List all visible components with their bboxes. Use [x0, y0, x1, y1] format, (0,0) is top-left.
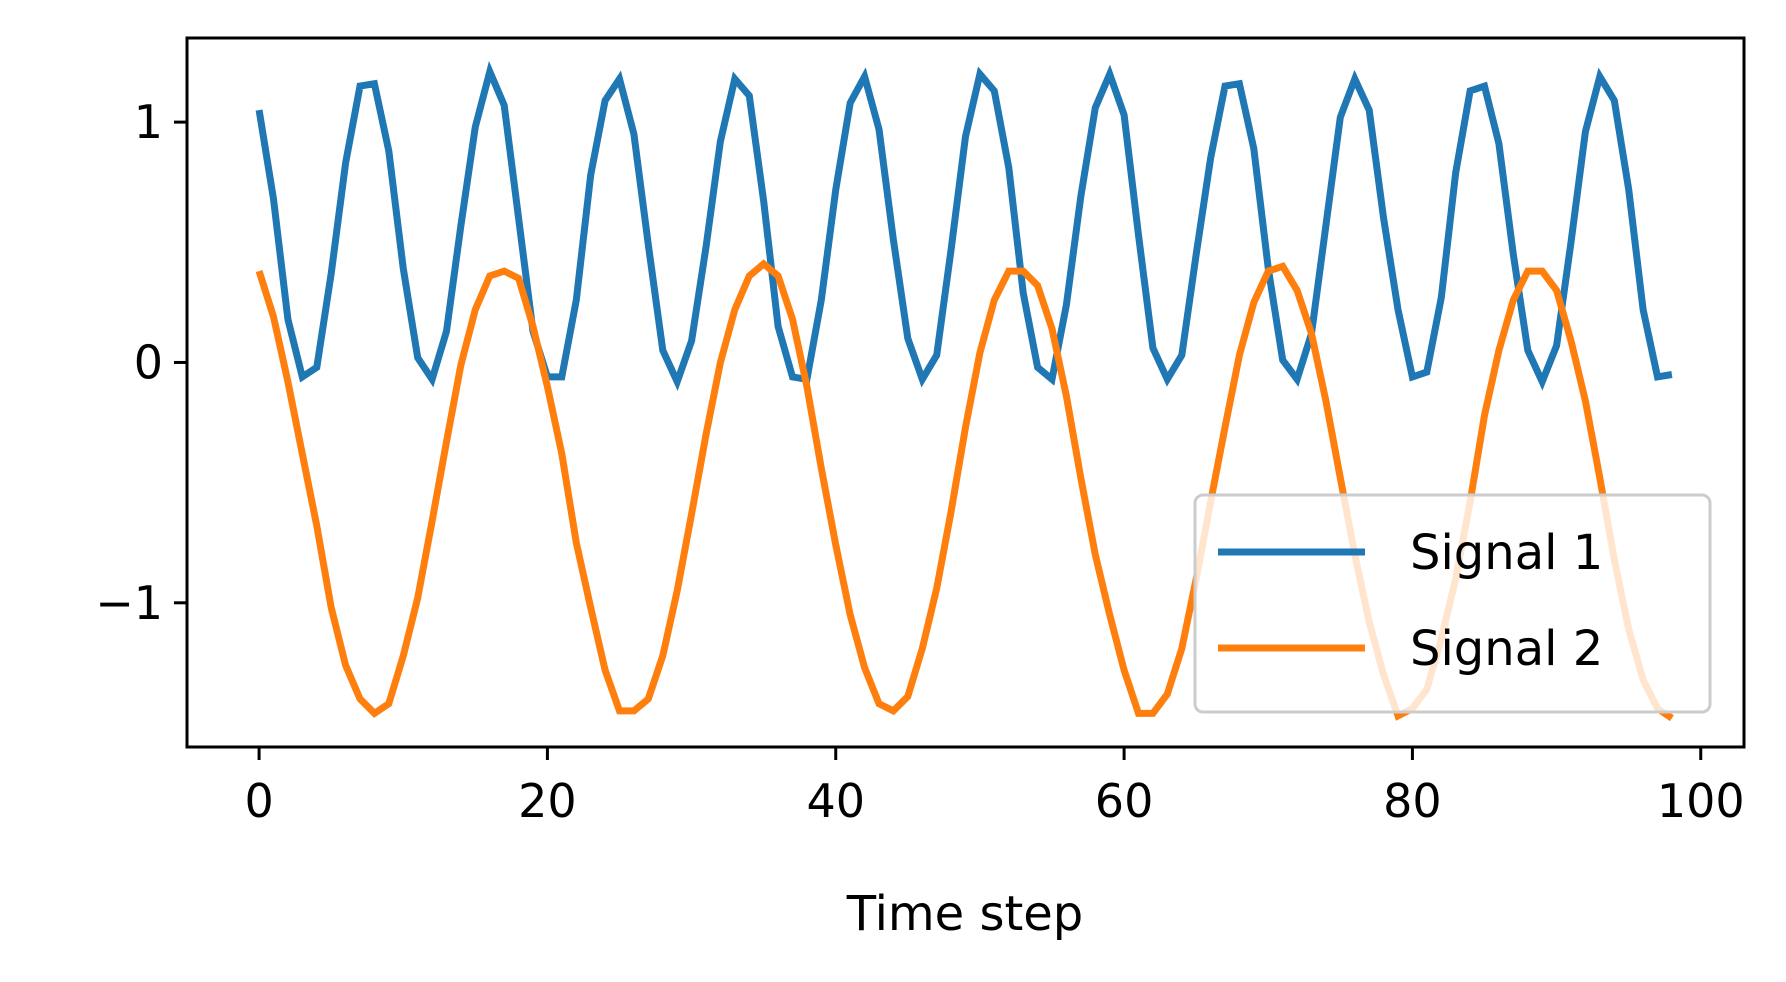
- x-axis: 0 20 40 60 80 100: [244, 747, 1745, 828]
- x-tick-label: 0: [244, 774, 273, 828]
- x-axis-title: Time step: [846, 886, 1084, 942]
- legend: Signal 1 Signal 2: [1193, 493, 1712, 714]
- x-tick-label: 60: [1095, 774, 1154, 828]
- y-tick-label: 0: [134, 335, 163, 389]
- legend-label-signal-2: Signal 2: [1410, 621, 1603, 677]
- x-tick-label: 20: [518, 774, 577, 828]
- y-tick-label: −1: [95, 576, 163, 630]
- x-tick-label: 40: [806, 774, 865, 828]
- plot-frame: [185, 36, 1746, 749]
- y-tick-label: 1: [134, 95, 163, 149]
- legend-label-signal-1: Signal 1: [1410, 525, 1603, 581]
- y-axis: 1 0 −1: [95, 95, 187, 630]
- x-tick-label: 80: [1383, 774, 1442, 828]
- x-tick-label: 100: [1657, 774, 1745, 828]
- series-line-signal-1: [255, 60, 1673, 392]
